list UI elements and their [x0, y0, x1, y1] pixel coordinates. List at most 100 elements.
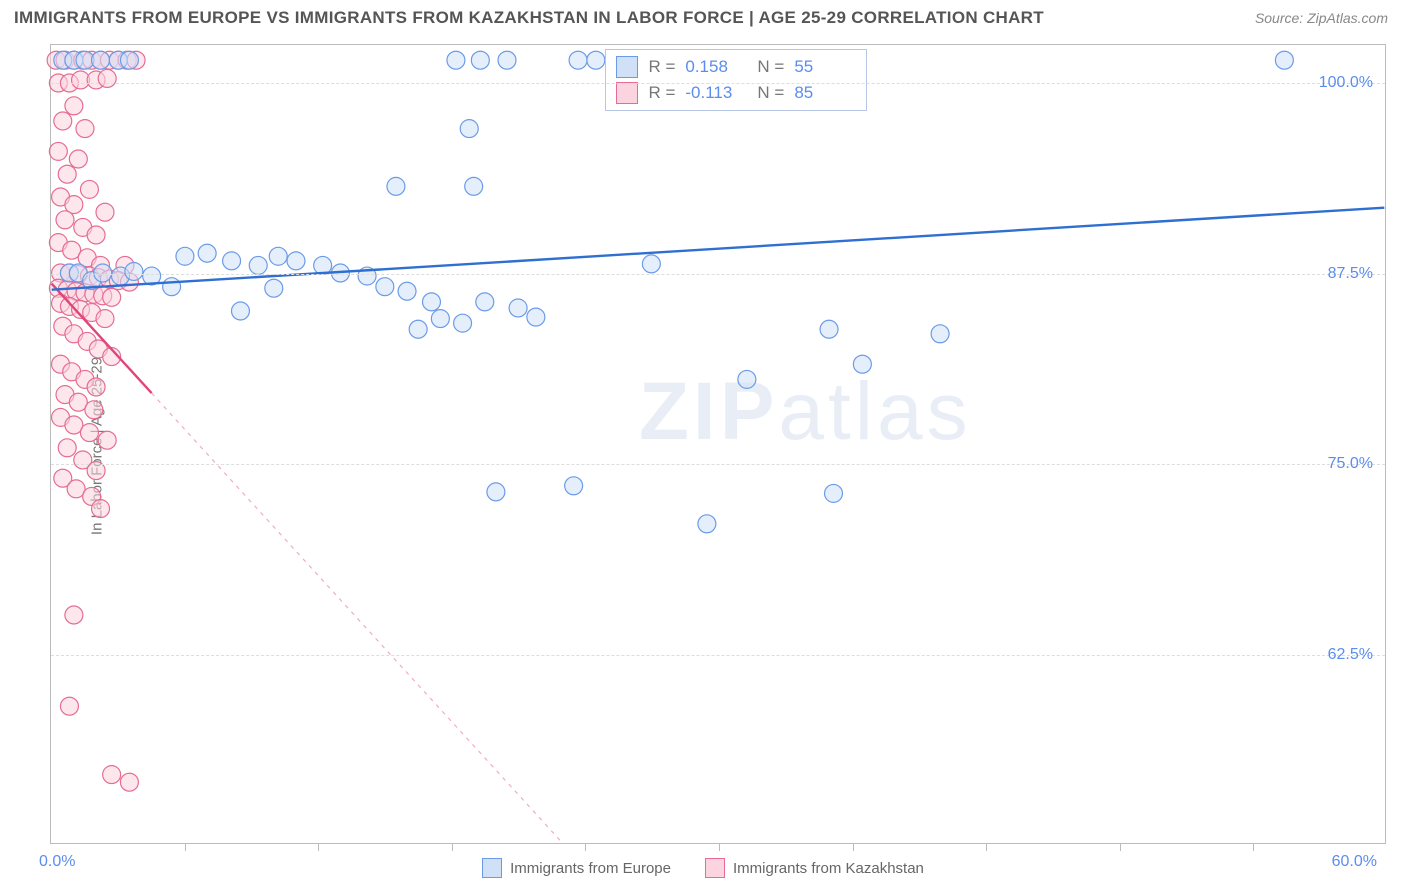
data-point-kazakhstan — [65, 97, 83, 115]
x-tick — [719, 843, 720, 851]
gridline-h — [51, 83, 1385, 84]
data-point-europe — [931, 325, 949, 343]
data-point-kazakhstan — [87, 226, 105, 244]
chart-legend: Immigrants from Europe Immigrants from Ka… — [0, 858, 1406, 878]
legend-item-kazakhstan[interactable]: Immigrants from Kazakhstan — [705, 858, 924, 878]
data-point-europe — [265, 279, 283, 297]
stats-n-value-kazakhstan: 85 — [794, 83, 856, 103]
data-point-kazakhstan — [65, 606, 83, 624]
data-point-europe — [409, 320, 427, 338]
data-point-europe — [387, 177, 405, 195]
data-point-kazakhstan — [80, 180, 98, 198]
data-point-kazakhstan — [76, 120, 94, 138]
data-point-europe — [269, 247, 287, 265]
data-point-europe — [423, 293, 441, 311]
data-point-europe — [198, 244, 216, 262]
data-point-kazakhstan — [58, 439, 76, 457]
data-point-europe — [163, 278, 181, 296]
stats-r-label: R = — [648, 83, 675, 103]
data-point-europe — [476, 293, 494, 311]
trend-line-europe — [52, 208, 1385, 290]
data-point-europe — [460, 120, 478, 138]
trend-line-kazakhstan-extrapolated — [152, 393, 563, 843]
data-point-kazakhstan — [98, 69, 116, 87]
data-point-kazakhstan — [96, 310, 114, 328]
data-point-kazakhstan — [80, 424, 98, 442]
scatter-plot-svg — [51, 45, 1385, 843]
legend-swatch-kazakhstan — [705, 858, 725, 878]
stats-n-label: N = — [757, 57, 784, 77]
chart-title: IMMIGRANTS FROM EUROPE VS IMMIGRANTS FRO… — [14, 8, 1044, 28]
data-point-europe — [820, 320, 838, 338]
correlation-stats-box: R = 0.158 N = 55 R = -0.113 N = 85 — [605, 49, 867, 111]
y-tick-label: 75.0% — [1328, 455, 1373, 473]
data-point-europe — [398, 282, 416, 300]
gridline-h — [51, 274, 1385, 275]
data-point-europe — [565, 477, 583, 495]
data-point-europe — [825, 484, 843, 502]
x-tick — [853, 843, 854, 851]
data-point-kazakhstan — [54, 112, 72, 130]
data-point-kazakhstan — [103, 288, 121, 306]
legend-item-europe[interactable]: Immigrants from Europe — [482, 858, 671, 878]
legend-swatch-europe — [482, 858, 502, 878]
data-point-europe — [569, 51, 587, 69]
stats-r-label: R = — [648, 57, 675, 77]
data-point-europe — [231, 302, 249, 320]
data-point-europe — [431, 310, 449, 328]
data-point-europe — [498, 51, 516, 69]
stats-row-europe: R = 0.158 N = 55 — [616, 54, 856, 80]
x-tick — [318, 843, 319, 851]
gridline-h — [51, 655, 1385, 656]
data-point-kazakhstan — [87, 378, 105, 396]
data-point-europe — [1275, 51, 1293, 69]
data-point-kazakhstan — [98, 431, 116, 449]
data-point-europe — [376, 278, 394, 296]
source-attribution: Source: ZipAtlas.com — [1255, 10, 1388, 26]
data-point-europe — [527, 308, 545, 326]
y-tick-label: 100.0% — [1319, 74, 1373, 92]
data-point-europe — [287, 252, 305, 270]
data-point-europe — [92, 51, 110, 69]
stats-swatch-europe — [616, 56, 638, 78]
gridline-h — [51, 464, 1385, 465]
x-tick — [585, 843, 586, 851]
data-point-kazakhstan — [56, 211, 74, 229]
data-point-kazakhstan — [49, 142, 67, 160]
data-point-europe — [454, 314, 472, 332]
legend-label-kazakhstan: Immigrants from Kazakhstan — [733, 860, 924, 877]
stats-n-label: N = — [757, 83, 784, 103]
data-point-kazakhstan — [85, 401, 103, 419]
data-point-europe — [853, 355, 871, 373]
data-point-europe — [642, 255, 660, 273]
stats-swatch-kazakhstan — [616, 82, 638, 104]
stats-r-value-europe: 0.158 — [685, 57, 747, 77]
data-point-kazakhstan — [96, 203, 114, 221]
y-tick-label: 87.5% — [1328, 265, 1373, 283]
x-tick — [1120, 843, 1121, 851]
legend-label-europe: Immigrants from Europe — [510, 860, 671, 877]
data-point-kazakhstan — [92, 500, 110, 518]
data-point-europe — [125, 263, 143, 281]
data-point-europe — [447, 51, 465, 69]
data-point-europe — [176, 247, 194, 265]
data-point-europe — [223, 252, 241, 270]
data-point-europe — [738, 370, 756, 388]
stats-r-value-kazakhstan: -0.113 — [685, 83, 747, 103]
stats-n-value-europe: 55 — [794, 57, 856, 77]
data-point-europe — [487, 483, 505, 501]
data-point-kazakhstan — [58, 165, 76, 183]
data-point-europe — [249, 256, 267, 274]
data-point-kazakhstan — [60, 697, 78, 715]
x-tick — [185, 843, 186, 851]
chart-plot-area: ZIPatlas R =0.158N =55R =-0.113N =85 0.0… — [50, 44, 1386, 844]
x-tick — [986, 843, 987, 851]
data-point-europe — [698, 515, 716, 533]
data-point-europe — [509, 299, 527, 317]
data-point-europe — [120, 51, 138, 69]
data-point-kazakhstan — [69, 150, 87, 168]
data-point-kazakhstan — [120, 773, 138, 791]
data-point-europe — [587, 51, 605, 69]
y-tick-label: 62.5% — [1328, 646, 1373, 664]
data-point-kazakhstan — [103, 766, 121, 784]
